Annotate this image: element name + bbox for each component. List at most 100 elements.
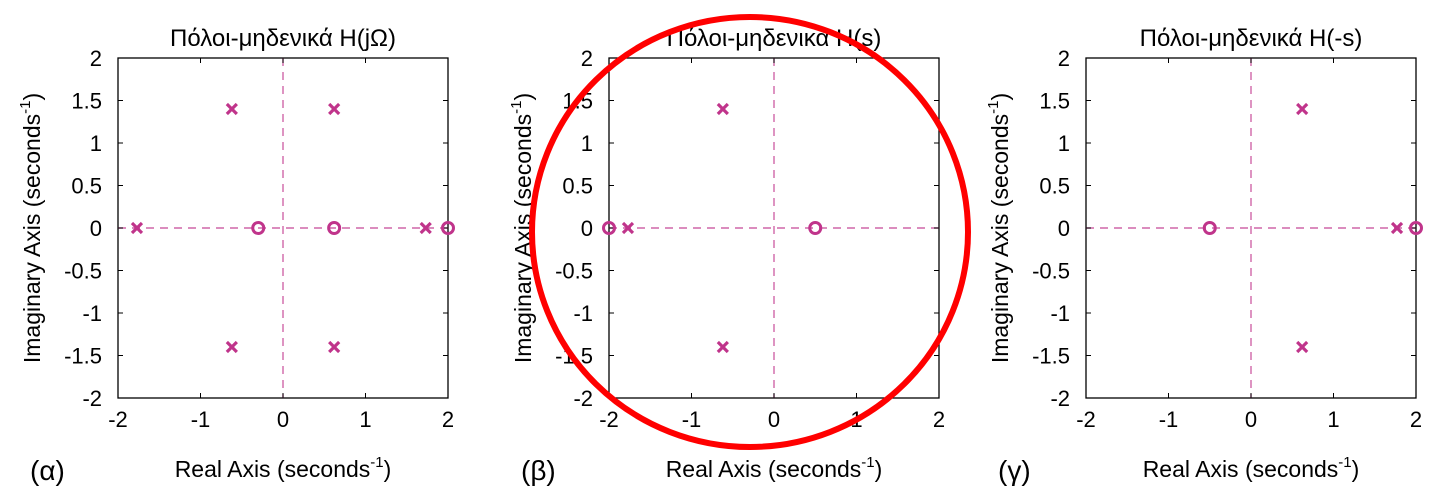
- x-tick-label: 1: [359, 407, 371, 432]
- zero-marker: [808, 221, 823, 235]
- y-tick-label: -0.5: [1032, 259, 1070, 284]
- x-tick-label: -2: [599, 407, 619, 432]
- pole-stroke: [225, 340, 238, 354]
- y-tick-label: -0.5: [555, 259, 593, 284]
- x-tick-label: -2: [108, 407, 128, 432]
- pole-marker: [716, 340, 729, 354]
- y-axis-label-tail: ): [987, 93, 1013, 101]
- x-tick-label: -1: [1159, 407, 1179, 432]
- x-axis-label: Real Axis (seconds-1): [666, 454, 883, 482]
- pole-stroke: [130, 221, 144, 235]
- x-tick-label: -1: [191, 407, 211, 432]
- chart-panel-1: -2 -1 0 1 2 2 1.5 1 0.5 0 -0.5 -1 -1.5 -2 Πόλοι-μηδενι…: [17, 25, 455, 486]
- y-tick-label: 1: [90, 131, 102, 156]
- zero-marker: [441, 221, 455, 235]
- pole-marker: [716, 102, 729, 116]
- y-tick-label: -1: [1050, 301, 1070, 326]
- pole-stroke: [1296, 102, 1309, 116]
- y-axis-label-text: Imaginary Axis (seconds: [987, 114, 1013, 363]
- y-tick-label: 0: [90, 216, 102, 241]
- y-tick-label: 2: [90, 46, 102, 71]
- pole-stroke: [1390, 221, 1404, 235]
- y-tick-label: -0.5: [64, 259, 102, 284]
- y-axis-label-tail: ): [510, 93, 536, 101]
- highlight-circle: [529, 14, 971, 450]
- x-tick-label: -2: [1076, 407, 1096, 432]
- x-tick-label: 0: [1245, 407, 1257, 432]
- pole-stroke: [621, 221, 635, 235]
- y-tick-label: -1.5: [64, 344, 102, 369]
- x-tick-label: -1: [682, 407, 702, 432]
- x-axis-label-tail: ): [875, 456, 883, 482]
- y-tick-label: 2: [1058, 46, 1070, 71]
- pole-marker: [328, 340, 341, 354]
- y-axis-label-text: Imaginary Axis (seconds: [19, 114, 45, 363]
- x-axis-label: Real Axis (seconds-1): [1143, 454, 1360, 482]
- pole-stroke: [328, 340, 341, 354]
- x-axis-label-sup: -1: [1338, 454, 1351, 471]
- pole-stroke: [225, 102, 238, 116]
- x-axis-label-text: Real Axis (seconds: [666, 456, 862, 482]
- x-tick-label: 0: [277, 407, 289, 432]
- chart-title: Πόλοι-μηδενικά H(jΩ): [170, 25, 396, 52]
- y-tick-label: 0.5: [1039, 174, 1070, 199]
- pole-marker: [419, 221, 432, 235]
- y-tick-label: -1.5: [1032, 344, 1070, 369]
- x-tick-label: 1: [1327, 407, 1339, 432]
- zero-marker: [1409, 221, 1423, 235]
- x-tick-label: 0: [768, 407, 780, 432]
- y-tick-label: -1: [573, 301, 593, 326]
- y-tick-label: 2: [581, 46, 593, 71]
- pole-marker: [130, 221, 144, 235]
- pole-stroke: [328, 102, 341, 116]
- y-axis-label-sup: -1: [17, 101, 34, 114]
- y-tick-label: 1: [581, 131, 593, 156]
- y-tick-label: 1: [1058, 131, 1070, 156]
- panel-label: (γ): [998, 455, 1031, 486]
- pole-marker: [1296, 340, 1309, 354]
- y-tick-label: -2: [1050, 386, 1070, 411]
- y-axis-label-sup: -1: [508, 101, 525, 114]
- y-tick-label: 0: [581, 216, 593, 241]
- chart-panel-2: -2 -1 0 1 221.510.50-0.5-1-1.5-2Πόλοι-μηδενι…: [508, 14, 971, 486]
- x-tick-label: 2: [1410, 407, 1422, 432]
- y-tick-label: 0.5: [562, 174, 593, 199]
- x-tick-label: 2: [933, 407, 945, 432]
- zero-marker: [251, 221, 266, 235]
- pole-marker: [1390, 221, 1404, 235]
- x-tick-label: 2: [442, 407, 454, 432]
- x-axis-label-tail: ): [384, 456, 392, 482]
- zero-marker: [1202, 221, 1217, 235]
- y-tick-label: 0: [1058, 216, 1070, 241]
- panel-label: (α): [30, 455, 65, 486]
- zero-marker: [327, 221, 342, 235]
- x-axis-label-sup: -1: [370, 454, 383, 471]
- pole-stroke: [716, 102, 729, 116]
- panel-label: (β): [521, 455, 556, 486]
- x-axis-label-text: Real Axis (seconds: [1143, 456, 1339, 482]
- x-axis-label: Real Axis (seconds-1): [175, 454, 392, 482]
- chart-title: Πόλοι-μηδενικά H(-s): [1140, 25, 1363, 52]
- zero-marker: [602, 221, 616, 235]
- x-axis-label-text: Real Axis (seconds: [175, 456, 371, 482]
- y-tick-label: -2: [82, 386, 102, 411]
- x-axis-label-tail: ): [1352, 456, 1360, 482]
- pole-marker: [225, 102, 238, 116]
- pole-marker: [225, 340, 238, 354]
- y-tick-label: 1.5: [71, 89, 102, 114]
- pole-stroke: [1296, 340, 1309, 354]
- y-tick-label: -1: [82, 301, 102, 326]
- y-axis-label-tail: ): [19, 93, 45, 101]
- y-tick-label: 0.5: [71, 174, 102, 199]
- y-tick-label: -2: [573, 386, 593, 411]
- chart-panel-3: -2 -1 0 1 2 2 1.5 1 0.5 0 -0.5 -1 -1.5 -2 Πόλοι-μηδενι…: [985, 25, 1423, 486]
- pole-marker: [328, 102, 341, 116]
- pole-stroke: [716, 340, 729, 354]
- x-axis-label-sup: -1: [861, 454, 874, 471]
- y-axis-label: Imaginary Axis (seconds-1): [17, 93, 45, 363]
- y-axis-label-sup: -1: [985, 101, 1002, 114]
- pole-marker: [621, 221, 635, 235]
- y-axis-label: Imaginary Axis (seconds-1): [985, 93, 1013, 363]
- y-tick-label: 1.5: [1039, 89, 1070, 114]
